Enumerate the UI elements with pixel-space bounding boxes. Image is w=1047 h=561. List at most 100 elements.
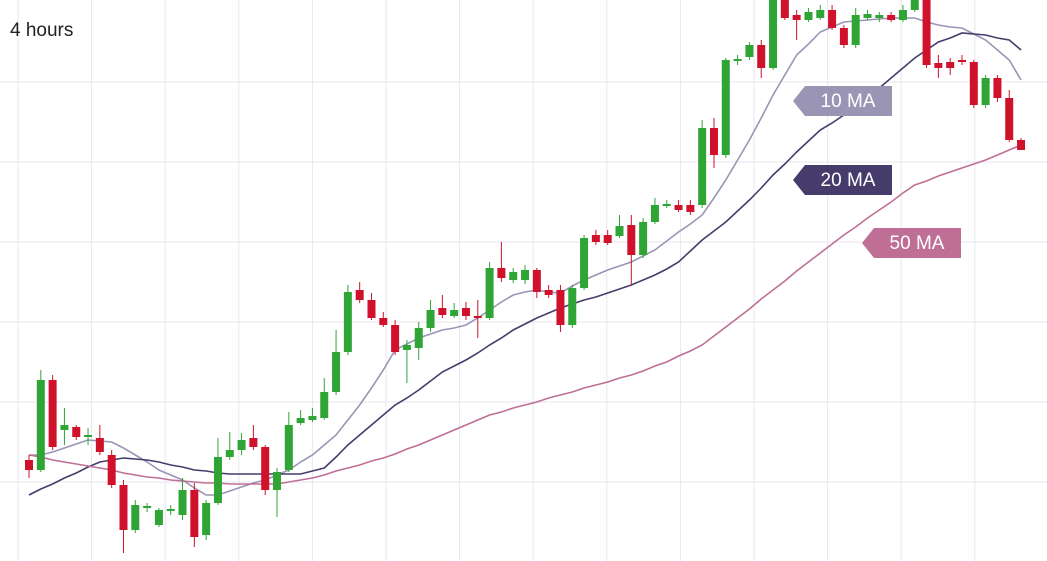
candle-body: [237, 440, 246, 450]
candle-body: [532, 270, 541, 292]
candle-body: [107, 455, 116, 485]
candle-body: [969, 62, 978, 105]
candle-body: [154, 510, 163, 525]
candle-body: [662, 204, 671, 206]
legend-tag: 10 MA: [793, 86, 892, 116]
candle-body: [1017, 140, 1026, 150]
candle-body: [95, 438, 104, 452]
candle-body: [48, 380, 57, 447]
candle-body: [84, 435, 93, 437]
candle-body: [414, 328, 423, 348]
candle-body: [225, 450, 234, 457]
candle-body: [556, 290, 565, 325]
candle-body: [875, 15, 884, 18]
candle-body: [757, 45, 766, 68]
candle-body: [627, 225, 636, 255]
candles: [25, 0, 1026, 553]
legend-label: 50 MA: [890, 233, 945, 254]
legend-tag: 20 MA: [793, 165, 892, 195]
candle-body: [273, 472, 282, 490]
candle-body: [769, 0, 778, 68]
candle-body: [1005, 98, 1014, 140]
candle-body: [60, 425, 69, 430]
candle-body: [603, 235, 612, 243]
candle-body: [721, 60, 730, 155]
candle-body: [615, 226, 624, 236]
candle-body: [391, 325, 400, 352]
legend-tag-shape: [793, 86, 892, 116]
candle-body: [343, 292, 352, 352]
candle-body: [320, 392, 329, 418]
candle-body: [934, 63, 943, 68]
chart-title: 4 hours: [10, 20, 73, 41]
candle-body: [367, 300, 376, 318]
candle-body: [898, 10, 907, 20]
candle-body: [25, 460, 33, 470]
candle-body: [591, 235, 600, 242]
legend-tag-shape: [793, 165, 892, 195]
candle-body: [639, 222, 648, 255]
candle-body: [544, 290, 553, 295]
candle-body: [473, 316, 482, 318]
candle-body: [249, 438, 258, 447]
candle-body: [946, 62, 955, 68]
candle-body: [981, 78, 990, 105]
candle-body: [733, 59, 742, 61]
candle-body: [580, 238, 589, 288]
candle-body: [119, 485, 128, 530]
candle-body: [461, 308, 470, 316]
candle-body: [261, 447, 270, 490]
candle-body: [686, 205, 695, 212]
candle-body: [72, 427, 81, 437]
candle-body: [863, 14, 872, 18]
candle-body: [509, 272, 518, 280]
candle-body: [143, 506, 152, 508]
candle-body: [851, 15, 860, 45]
candle-body: [296, 418, 305, 423]
candle-body: [308, 416, 317, 420]
candle-body: [922, 0, 931, 65]
candle-body: [521, 270, 530, 280]
candle-body: [379, 318, 388, 325]
candle-body: [131, 505, 140, 530]
legend-label: 10 MA: [821, 91, 876, 112]
legend-label: 20 MA: [821, 170, 876, 191]
candle-body: [402, 345, 411, 350]
candle-body: [213, 457, 222, 503]
candle-body: [355, 290, 364, 300]
legend-tag-shape: [862, 228, 961, 258]
candle-body: [568, 288, 577, 325]
candle-body: [792, 15, 801, 20]
candle-body: [828, 10, 837, 28]
candle-body: [178, 490, 187, 515]
candle-body: [816, 10, 825, 18]
candle-body: [202, 503, 211, 535]
candle-body: [709, 128, 718, 155]
candle-body: [957, 60, 966, 62]
candle-body: [332, 352, 341, 392]
candle-body: [887, 15, 896, 20]
legend-tag: 50 MA: [862, 228, 961, 258]
candle-body: [36, 380, 45, 470]
candle-body: [166, 509, 175, 511]
candle-body: [438, 308, 447, 315]
candle-body: [426, 310, 435, 328]
legend: 10 MA 20 MA 50 MA: [793, 86, 961, 258]
candle-body: [284, 425, 293, 470]
candle-body: [650, 205, 659, 222]
candle-body: [485, 268, 494, 318]
candle-body: [993, 78, 1002, 98]
candle-body: [698, 128, 707, 205]
candle-body: [839, 28, 848, 45]
candle-body: [450, 310, 459, 316]
candle-body: [745, 45, 754, 57]
ma-line: [28, 144, 1022, 485]
candle-body: [780, 0, 789, 18]
candle-body: [497, 268, 506, 278]
candle-body: [674, 205, 683, 210]
candle-body: [910, 0, 919, 10]
candle-body: [190, 490, 199, 537]
